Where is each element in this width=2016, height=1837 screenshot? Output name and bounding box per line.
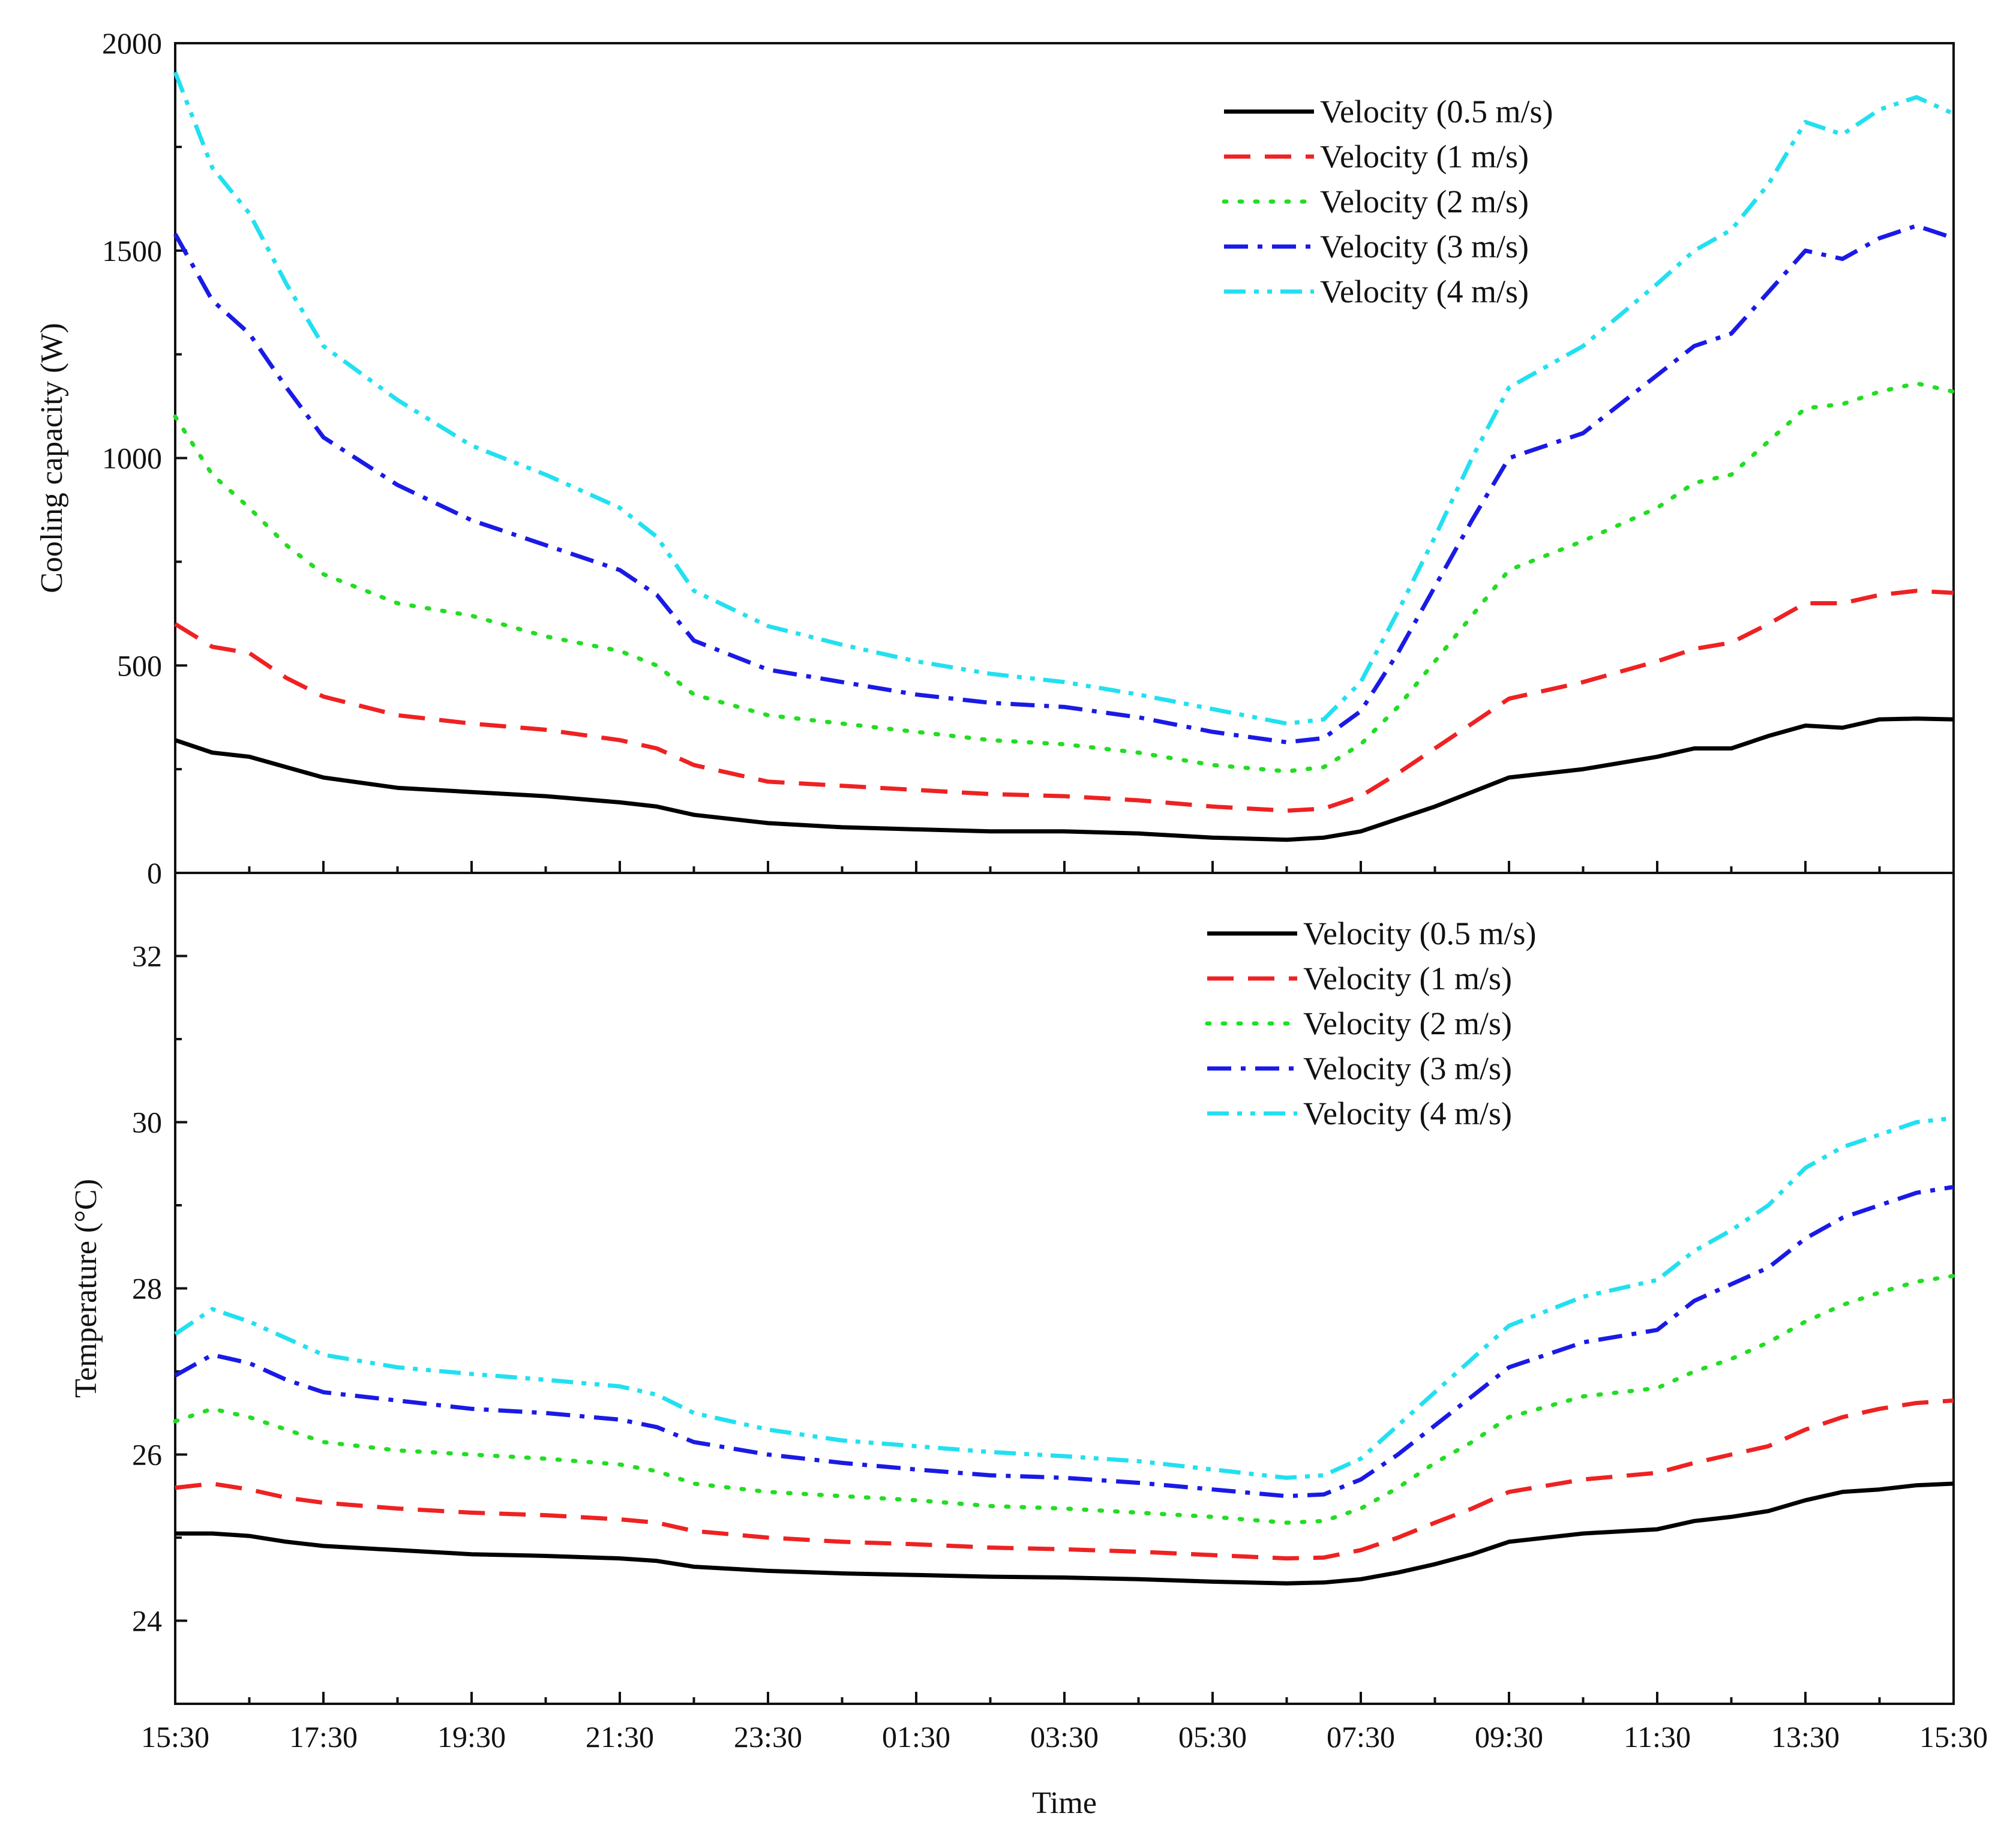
y-tick-label: 26 [132,1438,162,1472]
panel-2: 24 26 28 30 32 Temperature (°C) Velocity (0.5 … [69,872,1956,1705]
x-tick-label: 13:30 [1771,1720,1840,1754]
x-tick-label: 11:30 [1624,1720,1691,1754]
y-tick-label: 24 [132,1604,162,1638]
y-tick-label: 2000 [102,26,162,60]
x-tick-label: 03:30 [1030,1720,1099,1754]
legend: Velocity (0.5 m/s) Velocity (1 m/s) Veloci… [1222,94,1553,310]
legend-label: Velocity (0.5 m/s) [1303,916,1536,951]
x-tick-label: 23:30 [734,1720,802,1754]
series-line-4 [173,223,1955,745]
x-tick-label: 15:30 [1919,1720,1988,1754]
x-tick-label: 19:30 [437,1720,506,1754]
x-axis-title: Time [1032,1786,1097,1820]
y-axis-title: Temperature (°C) [69,1179,103,1398]
legend-label: Velocity (1 m/s) [1303,960,1512,996]
x-tick-label: 05:30 [1178,1720,1247,1754]
y-axis-title: Cooling capacity (W) [35,323,69,593]
series-line-2 [174,589,1954,813]
series-line-2 [175,1398,1954,1561]
legend: Velocity (0.5 m/s) Velocity (1 m/s) Veloci… [1205,916,1536,1131]
series-line-1 [174,716,1954,842]
legend-label: Velocity (4 m/s) [1320,274,1529,310]
series-line-4 [174,1185,1954,1499]
y-tick-label: 500 [117,649,162,682]
series-line-3 [173,381,1956,774]
y-tick-label: 1000 [102,442,162,475]
series-line-5 [173,71,1955,726]
legend-label: Velocity (3 m/s) [1303,1050,1512,1086]
legend-label: Velocity (2 m/s) [1303,1005,1512,1041]
series-line-1 [175,1481,1954,1586]
x-tick-label: 09:30 [1475,1720,1543,1754]
x-tick-label: 15:30 [141,1720,209,1754]
panel-1: 0 500 1000 1500 2000 Cooling capacity (W) Velo… [35,26,1956,890]
series-line-5 [174,1116,1954,1480]
legend-label: Velocity (0.5 m/s) [1320,94,1553,130]
x-tick-label: 17:30 [289,1720,358,1754]
y-tick-label: 30 [132,1106,162,1139]
y-tick-label: 1500 [102,234,162,268]
legend-label: Velocity (2 m/s) [1320,184,1529,220]
legend-label: Velocity (1 m/s) [1320,139,1529,175]
y-tick-label: 32 [132,939,162,973]
y-tick-label: 28 [132,1272,162,1305]
x-tick-label: 07:30 [1327,1720,1395,1754]
legend-label: Velocity (4 m/s) [1303,1095,1512,1131]
x-tick-label: 01:30 [882,1720,950,1754]
legend-label: Velocity (3 m/s) [1320,229,1529,265]
x-tick-label: 21:30 [586,1720,654,1754]
series-line-3 [173,1274,1956,1525]
y-tick-label: 0 [147,856,162,890]
